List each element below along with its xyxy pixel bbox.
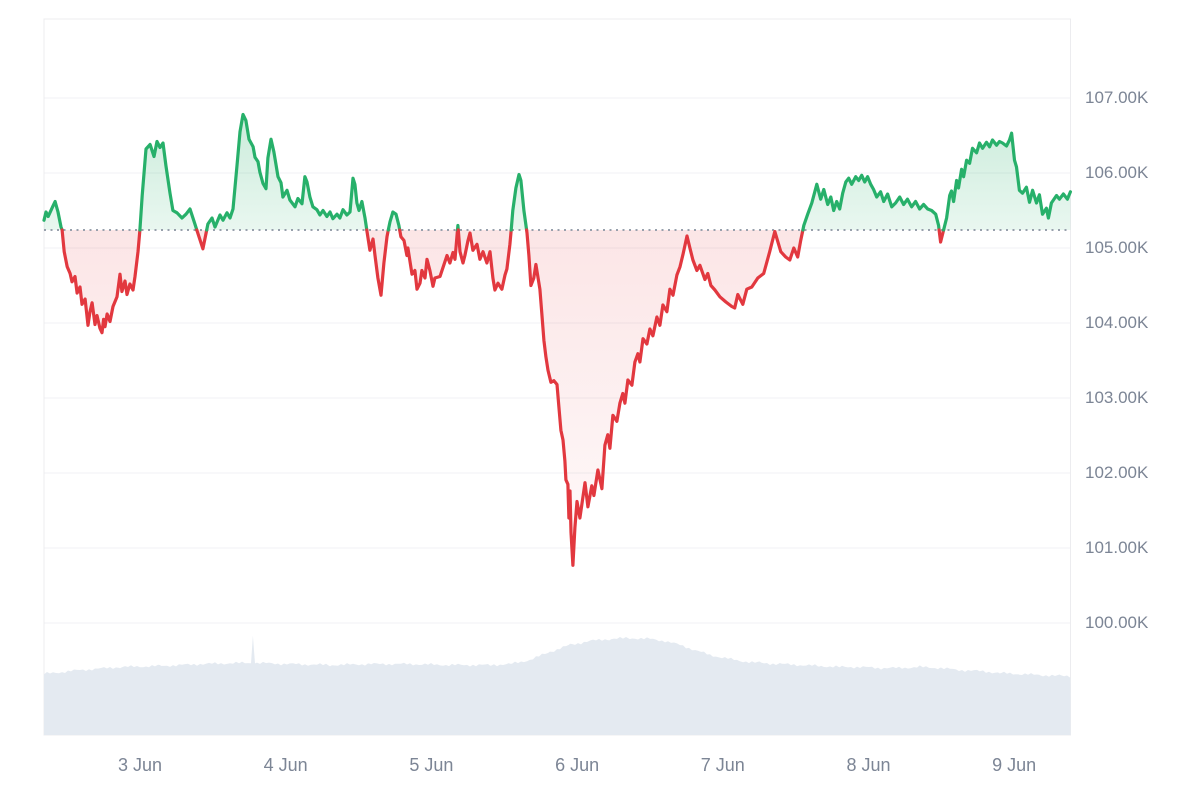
price-line-up-segment: [138, 139, 199, 232]
price-line-up-segment: [386, 210, 402, 232]
price-area-down: [458, 230, 512, 290]
price-line-up-segment: [942, 131, 1072, 232]
price-line-up-segment: [509, 172, 529, 232]
price-area-up: [388, 212, 400, 230]
price-area-up: [802, 175, 940, 230]
price-line-down-segment: [398, 228, 460, 291]
price-line-down-segment: [195, 228, 209, 251]
price-line-up-segment: [42, 199, 64, 232]
price-line-down-segment: [60, 228, 142, 335]
volume-area: [44, 635, 1071, 735]
price-line-down-segment: [525, 228, 805, 567]
price-area-up: [206, 114, 367, 230]
price-area-down: [366, 230, 389, 296]
price-area-up: [44, 201, 63, 230]
price-line-down-segment: [365, 228, 390, 297]
price-area-up: [943, 133, 1071, 230]
price-line-down-segment: [456, 228, 513, 292]
price-line-up-segment: [205, 112, 369, 232]
price-line-down-segment: [937, 228, 946, 244]
price-area-up: [511, 174, 527, 230]
price-area-down: [62, 230, 140, 333]
price-line-up-segment: [801, 173, 941, 232]
